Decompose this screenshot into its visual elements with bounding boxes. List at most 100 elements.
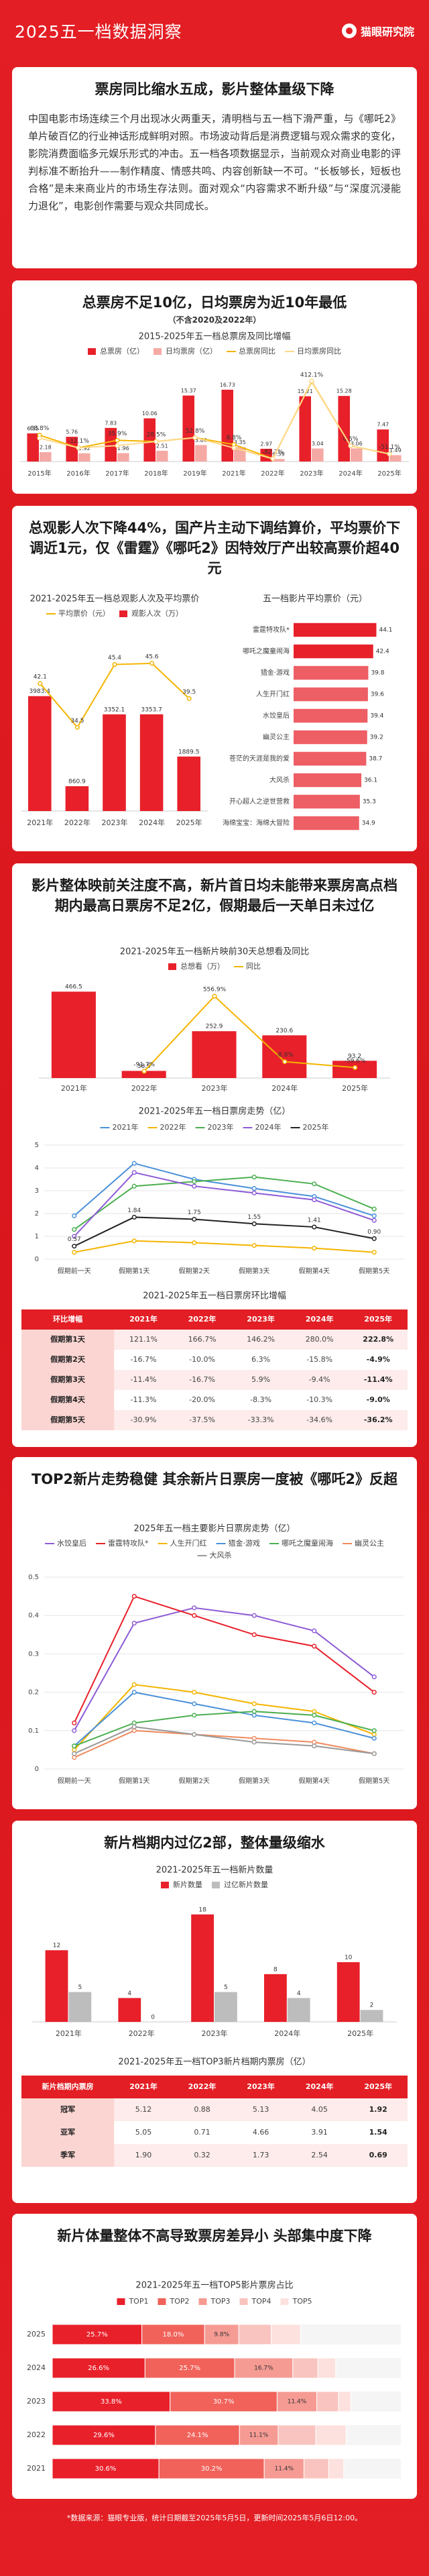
bar-segment [52,2458,160,2479]
data-label: 30.7% [213,2398,235,2406]
data-label: 0.90 [367,1229,381,1236]
data-label: 1.84 [127,1208,141,1214]
line [143,995,355,1072]
point [312,1224,317,1230]
data-label: 42.1 [34,674,47,680]
line [73,1607,375,1731]
table-cell: 2.54 [311,2151,328,2159]
legend-label: 观影人次（万） [131,608,183,618]
x-tick-label: 假期第3天 [239,1267,269,1275]
point [115,437,120,443]
data-label: 556.9% [203,987,227,994]
data-label: 30.2% [201,2465,223,2473]
table-cell: -10.3% [306,1395,332,1404]
legend-label: TOP1 [128,2297,148,2306]
category-label: 苍茫的天涯是我的爱 [229,754,290,763]
chart-title: 2021-2025年五一档总观影人次及平均票价 [30,594,200,604]
table-cell: -36.2% [364,1415,393,1424]
point [231,445,237,451]
card: 总观影人次下降44%，国产片主动下调结算价，平均票价下调近1元，仅《雷霆》《哪吒… [12,506,417,851]
y-tick-label: 0 [35,1766,39,1773]
line [74,1726,375,1755]
point [312,1644,317,1649]
bar [177,756,200,811]
table-cell: -11.4% [131,1375,157,1384]
table-cell: 4.05 [311,2105,328,2114]
table-cell: 0.71 [194,2128,210,2137]
table-cell: 假期第3天 [50,1375,86,1384]
data-label: 18.0% [163,2331,184,2339]
x-tick-label: 假期前一天 [58,1776,91,1785]
point [149,661,155,666]
point [312,1720,317,1725]
x-tick-label: 2024年 [339,469,362,478]
bar-segment [317,2357,336,2379]
data-label: 12 [53,1943,60,1949]
chart-title: 2021-2025年五一档新片映前30天总想看及同比 [120,947,309,957]
x-tick-label: 2025年 [176,818,202,827]
point [131,1724,137,1729]
x-tick-label: 2023年 [202,1083,228,1093]
y-tick-label: 0.5 [28,1574,39,1581]
x-tick-label: 2021年 [27,818,53,827]
chart-title: 2021-2025年五一档新片数量 [156,1865,273,1876]
data-label: 28.5% [147,432,166,439]
y-tick-label: 0.1 [28,1727,39,1735]
point [251,1175,257,1180]
legend: 2021年 2022年 2023年 2024年 2025年 [100,1122,329,1132]
legend-label: 总想看（万） [180,961,225,971]
bar-segment [52,2391,171,2412]
table-cell: -9.4% [309,1375,330,1384]
card: 新片档期内过亿2部，整体量级缩水 2021-2025年五一档新片数量 新片数量 过亿… [12,1821,417,2203]
point [371,1731,377,1737]
category-label: 雷霆特攻队* [253,625,290,634]
bar [65,786,89,811]
point [38,681,43,686]
x-tick-label: 2015年 [27,469,51,478]
table-cell: 5.05 [135,2128,152,2137]
chart-title: 五一档影片平均票价（元） [263,594,367,604]
data-label: 7.47 [377,422,389,428]
point [251,1701,257,1707]
data-label: 466.5 [65,984,82,991]
data-label: 38.5 [137,1063,151,1070]
bar-segment [292,2357,318,2379]
point [251,1632,257,1638]
x-tick-label: 2023年 [202,2029,228,2038]
point [131,1170,137,1175]
data-label: 3.35 [234,439,246,445]
point [131,1214,137,1220]
point [348,443,353,449]
bar-segment [328,2458,345,2479]
point [131,1594,137,1599]
chart: 2025年五一档主要影片日票房走势（亿） 水饺皇后 雷霆特攻队* 人生开门红 猎金·游戏… [28,1523,404,1785]
data-label: 6.55 [27,426,39,432]
legend-swatch [198,2298,207,2305]
data-label: 2 [370,2002,374,2009]
table-header-bg [21,2076,408,2098]
data-label: 36.1 [364,777,377,784]
bar [294,730,367,745]
bar [192,1031,237,1078]
legend-swatch [158,2298,166,2305]
table-cell: 假期第5天 [50,1415,86,1424]
bar [294,644,373,659]
table-first-cell-bg [21,2144,115,2167]
point [72,1234,77,1239]
section-heading: 影片整体映前关注度不高，新片首日均未能带来票房高点档期内最高日票房不足2亿，假期… [32,877,397,914]
table-cell: 假期第4天 [50,1395,86,1404]
category-label: 人生开门红 [256,690,290,698]
point [309,378,314,384]
logo-text: 猫眼研究院 [360,25,414,38]
legend-label: 新片数量 [173,1880,202,1889]
bar-segment [315,2424,347,2446]
bar [214,1992,237,2022]
data-label: 45.6 [145,653,159,660]
point [212,994,217,999]
point [186,696,192,701]
point [371,1728,377,1733]
chart-title: 2025年五一档主要影片日票房走势（亿） [133,1523,295,1534]
chart-title: 2015-2025年五一档总票房及同比增幅 [139,331,291,342]
